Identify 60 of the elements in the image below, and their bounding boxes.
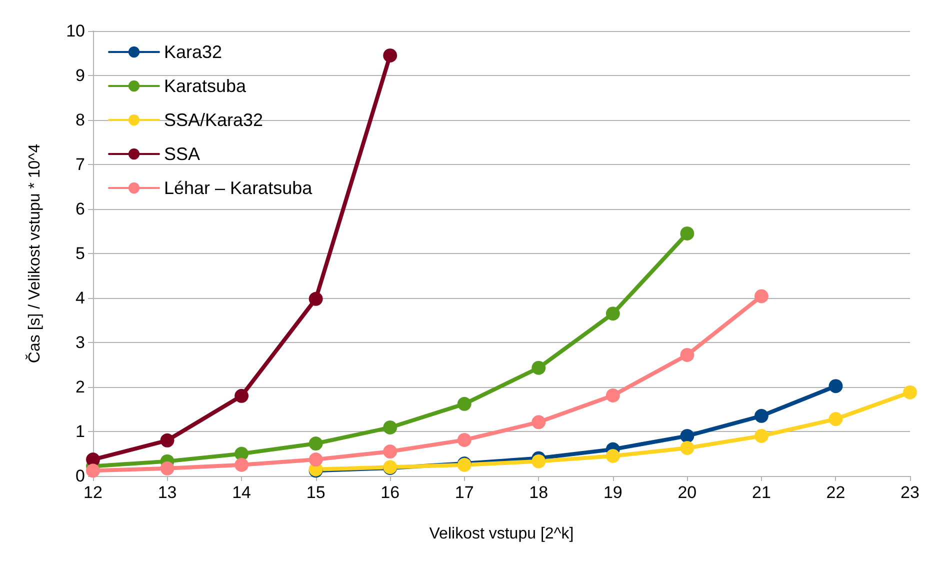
y-tick-label: 8: [76, 110, 85, 130]
y-tick-label: 9: [76, 66, 85, 85]
point: [457, 432, 472, 447]
point: [680, 440, 694, 455]
x-tick-label: 16: [380, 483, 400, 502]
point: [606, 306, 620, 321]
point: [532, 415, 546, 430]
point: [308, 436, 323, 451]
x-tick-label: 21: [752, 483, 771, 502]
legend-label: SSA: [164, 144, 200, 164]
point: [532, 454, 546, 468]
point: [457, 396, 472, 411]
point: [308, 452, 323, 467]
point: [532, 360, 546, 375]
point: [86, 452, 100, 467]
point: [606, 388, 620, 402]
y-tick-label: 5: [76, 244, 85, 263]
point: [308, 292, 323, 306]
point: [160, 433, 174, 448]
y-tick-label: 7: [76, 155, 85, 174]
y-tick-label: 10: [66, 22, 85, 40]
x-tick-label: 18: [529, 483, 548, 502]
point: [754, 289, 768, 304]
y-tick-label: 4: [76, 288, 85, 308]
point: [903, 385, 917, 400]
point: [754, 408, 768, 423]
y-tick-label: 0: [76, 466, 85, 486]
x-tick-label: 13: [158, 483, 177, 502]
legend-label: Karatsuba: [164, 76, 248, 96]
x-tick-label: 15: [306, 483, 326, 502]
point: [828, 412, 843, 426]
point: [234, 458, 249, 472]
point: [680, 226, 694, 240]
x-tick-label: 19: [603, 483, 622, 502]
x-axis-title: Velikost vstupu [2^k]: [429, 526, 574, 542]
legend-label: SSA/Kara32: [164, 110, 264, 130]
y-tick-label: 3: [76, 333, 85, 352]
point: [606, 448, 620, 463]
x-tick-label: 20: [678, 483, 697, 502]
x-tick-label: 14: [232, 483, 252, 502]
point: [828, 379, 843, 394]
point: [754, 428, 768, 443]
y-tick-label: 2: [76, 378, 85, 396]
point: [680, 428, 694, 443]
point: [86, 464, 100, 478]
point: [383, 48, 398, 62]
legend-label: Léhar – Karatsuba: [164, 178, 314, 198]
y-axis-title: Čas [s] / Velikost vstupu * 10^4: [26, 144, 44, 364]
legend-label: Kara32: [164, 42, 222, 62]
point: [234, 388, 249, 403]
y-tick-label: 1: [76, 422, 85, 441]
point: [383, 420, 398, 434]
x-tick-label: 22: [826, 483, 846, 502]
point: [680, 348, 694, 362]
point: [160, 461, 174, 476]
x-tick-label: 23: [900, 483, 920, 502]
x-tick-label: 17: [454, 483, 474, 502]
point: [383, 444, 398, 459]
x-tick-label: 12: [84, 483, 102, 502]
y-tick-label: 6: [76, 200, 85, 218]
